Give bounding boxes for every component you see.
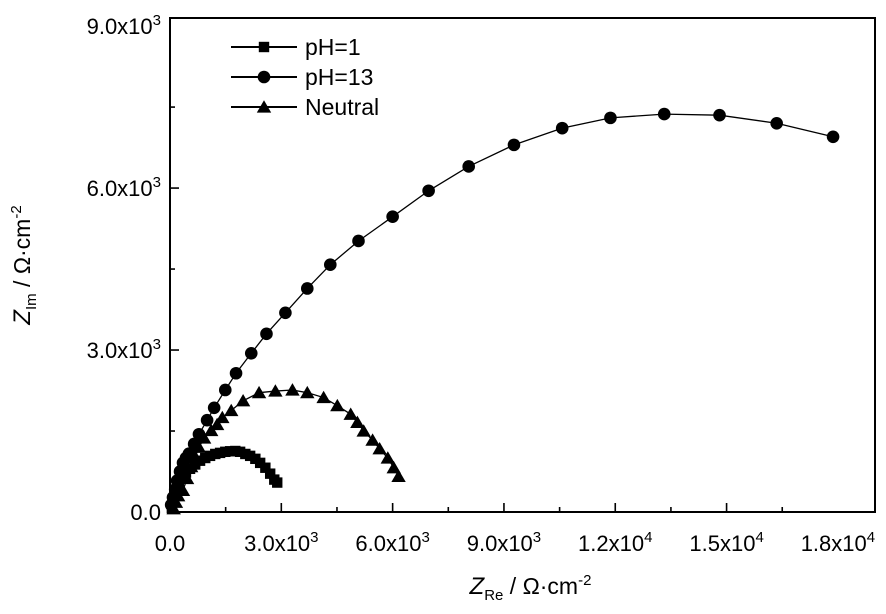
data-point-marker [260,462,271,473]
series-ph-13 [164,107,840,512]
data-point-marker [272,477,283,488]
data-point-marker [604,111,617,125]
data-point-marker [372,442,387,455]
legend-marker-triangle [256,100,272,113]
data-point-marker [555,121,569,135]
data-point-marker [224,403,239,417]
legend-label: pH=1 [305,34,361,60]
legend-item-ph-1: pH=1 [231,34,361,60]
plot-frame [169,17,876,513]
data-point-marker [285,383,300,396]
data-point-marker [657,107,671,121]
legend-item-ph-13: pH=13 [231,64,373,90]
data-point-marker [268,384,283,397]
y-axis: 0.0 3.0x103 6.0x103 9.0x103 [87,12,179,525]
data-point-marker [191,440,207,453]
data-point-marker [166,501,181,515]
data-point-marker [300,282,314,295]
legend-marker-circle [257,70,271,84]
data-point-marker [251,385,267,399]
legend-item-neutral: Neutral [231,94,379,120]
data-point-marker [229,366,243,380]
data-point-marker [422,184,435,198]
series-line [170,113,834,506]
legend-label: Neutral [305,94,379,120]
data-point-marker [713,108,726,122]
data-point-marker [218,383,232,397]
x-axis: 0.0 3.0x103 6.0x103 9.0x103 1.2x104 1.5x104 1.… [155,503,875,556]
data-point-marker [386,460,401,474]
y-tick-label: 0.0 [130,500,161,525]
data-point-marker [300,385,315,399]
series-line [173,389,400,509]
data-point-marker [323,258,337,272]
x-tick-label: 1.8x104 [801,529,875,556]
series-neutral [166,383,406,515]
x-tick-label: 6.0x103 [355,529,429,556]
data-point-marker [343,407,358,420]
data-point-marker [330,398,345,412]
data-point-marker [264,468,276,479]
x-tick-label: 9.0x103 [467,529,541,556]
data-point-marker [168,495,184,508]
data-point-marker [770,116,783,130]
x-tick-label: 3.0x103 [244,529,318,556]
data-point-marker [235,393,251,407]
data-point-marker [207,401,221,415]
data-point-marker [279,306,292,320]
data-point-marker [380,451,396,464]
legend-marker-square [258,41,270,53]
data-point-marker [352,234,365,248]
legend: pH=1 pH=13 Neutral [231,34,379,120]
data-point-marker [260,327,273,341]
data-point-marker [316,390,331,404]
data-point-marker [365,433,380,446]
data-point-marker [507,138,521,152]
data-point-marker [356,424,371,437]
data-point-marker [209,417,225,431]
data-point-marker [391,469,406,482]
data-point-marker [200,413,214,427]
y-tick-label: 9.0x103 [87,12,161,39]
data-point-marker [175,483,191,497]
data-point-marker [196,431,212,444]
x-tick-label: 1.5x104 [689,529,763,556]
y-axis-title: ZIm / Ω·cm-2 [8,205,40,325]
data-point-marker [386,210,399,223]
data-point-marker [462,160,475,173]
data-point-marker [826,130,840,144]
data-point-marker [188,450,203,463]
data-point-marker [350,415,365,428]
data-point-marker [244,346,258,360]
legend-label: pH=13 [305,64,373,90]
y-tick-label: 3.0x103 [87,336,161,363]
y-tick-label: 6.0x103 [87,174,161,201]
x-tick-label: 0.0 [155,531,186,556]
data-point-marker [183,459,199,473]
x-tick-label: 1.2x104 [578,529,652,556]
data-point-marker [215,410,230,424]
x-axis-title: ZRe / Ω·cm-2 [469,572,592,604]
data-point-marker [179,471,195,485]
